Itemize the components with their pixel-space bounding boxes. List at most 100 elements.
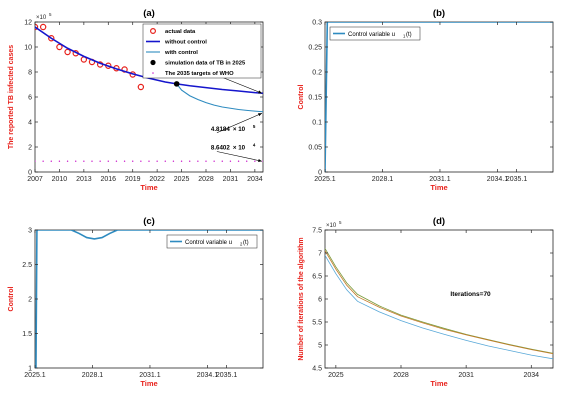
legend-marker (150, 28, 157, 35)
legend-label: simulation data of TB in 2025 (165, 61, 246, 67)
who-target-point (50, 160, 52, 162)
annotation-arrowhead (258, 113, 262, 117)
annotation-arrow (220, 76, 263, 94)
y-tick-label: 6 (318, 297, 322, 304)
x-tick-label: 2034 (247, 176, 263, 183)
legend-marker (150, 59, 156, 66)
legend-suffix: (t) (406, 32, 412, 38)
who-target-point (189, 160, 191, 162)
x-tick-label: 2035.1 (216, 372, 238, 379)
y-tick-label: 0.05 (308, 145, 322, 152)
legend-marker (152, 72, 154, 74)
who-target-point (254, 160, 256, 162)
plot-layer (35, 230, 263, 368)
y-exponent: ×10 (326, 223, 337, 229)
who-target-point (75, 160, 77, 162)
x-tick-label: 2034 (523, 372, 539, 379)
plot-area (34, 229, 264, 369)
who-target-point (246, 160, 248, 162)
who-target-point (42, 160, 44, 162)
chart-title: (b) (433, 8, 445, 19)
y-tick-label: 1 (28, 366, 32, 373)
panel-a: 2007 2010 2013 2016 2019 2022 2025 2028 2031 2034… (8, 8, 264, 192)
y-axis-label: The reported TB infected cases (8, 45, 15, 149)
who-target-point (197, 160, 199, 162)
annotation-arrowhead (258, 158, 262, 162)
y-tick-label: 0.2 (312, 70, 322, 77)
who-target-point (66, 160, 69, 162)
x-tick-label: 2031.1 (429, 176, 451, 183)
legend-label: Control variable u (185, 240, 232, 246)
series-line (35, 26, 263, 95)
iterations-note: Iterations=70 (450, 291, 491, 298)
annotation-prefix: × 10 (233, 126, 246, 133)
who-target-point (107, 160, 109, 162)
series (35, 26, 263, 95)
series-line (176, 83, 263, 113)
x-tick-label: 2010 (52, 176, 68, 183)
series (173, 81, 180, 87)
y-tick-label: 2 (28, 145, 32, 152)
who-target-point (172, 160, 175, 162)
x-tick-label: 2013 (76, 176, 92, 183)
who-target-point (156, 160, 158, 162)
x-tick-label: 2035.1 (506, 176, 528, 183)
legend-subscript: 1 (403, 34, 406, 39)
y-tick-label: 0.15 (308, 95, 322, 102)
x-tick-label: 2025 (328, 372, 344, 379)
x-axis-label: Time (140, 183, 157, 192)
y-tick-label: 6 (28, 95, 32, 102)
who-target-point (99, 160, 101, 162)
x-tick-label: 2031 (223, 176, 239, 183)
who-target-point (58, 160, 61, 162)
who-target-point (115, 160, 118, 162)
who-target-point (164, 160, 166, 162)
who-target-point (262, 160, 263, 162)
y-axis-label: Control (298, 85, 305, 110)
x-tick-label: 2025.1 (24, 372, 46, 379)
annotation: 8.6402 × 10 4 (211, 143, 263, 162)
series-line (325, 248, 553, 354)
who-target-point (237, 160, 240, 162)
annotation: 4.8184 × 10 5 (211, 112, 263, 134)
series (176, 83, 263, 113)
x-axis-label: Time (430, 183, 447, 192)
x-tick-label: 2028.1 (82, 372, 104, 379)
x-tick-label: 2028 (393, 372, 409, 379)
who-target-point (132, 160, 134, 162)
y-tick-label: 0 (28, 170, 32, 177)
x-tick-label: 2025.1 (314, 176, 336, 183)
legend: Control variable u 2 (t) (166, 234, 258, 249)
y-tick-label: 2.5 (22, 262, 32, 269)
legend-box (329, 26, 421, 41)
y-tick-label: 4 (28, 120, 32, 127)
chart-title: (c) (143, 216, 155, 227)
y-axis-label: Number of iterations of the algorithm (298, 237, 305, 360)
x-tick-label: 2022 (149, 176, 165, 183)
legend: actual data without control with control si… (142, 23, 262, 79)
who-target-point (213, 160, 215, 162)
annotation-prefix: × 10 (233, 145, 246, 152)
x-axis-label: Time (140, 379, 157, 388)
y-tick-label: 7 (318, 251, 322, 258)
legend-suffix: (t) (243, 240, 249, 246)
series-line (325, 255, 553, 360)
x-tick-label: 2028.1 (372, 176, 394, 183)
x-tick-label: 2016 (100, 176, 116, 183)
who-target-point (221, 160, 223, 162)
y-tick-label: 3 (28, 228, 32, 235)
chart-title: (a) (143, 8, 155, 19)
y-tick-label: 8 (28, 70, 32, 77)
legend-box (166, 234, 258, 249)
x-tick-label: 2031 (458, 372, 474, 379)
data-point (64, 48, 71, 56)
plot-layer (325, 248, 553, 360)
annotation-value: 8.6402 (211, 145, 230, 152)
y-axis-label: Control (8, 287, 15, 312)
x-axis-label: Time (430, 379, 447, 388)
legend-item: simulation data of TB in 2025 (150, 59, 246, 67)
who-target-point (35, 160, 36, 162)
